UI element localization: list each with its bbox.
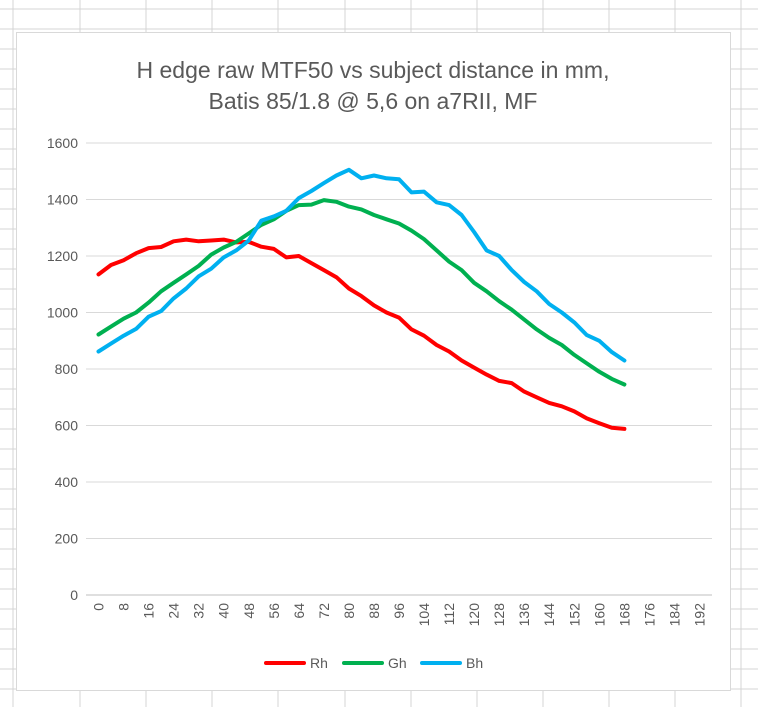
- x-tick-label: 168: [616, 603, 632, 627]
- x-tick-label: 64: [291, 603, 307, 619]
- x-tick-label: 192: [691, 603, 707, 627]
- y-tick-label: 400: [55, 474, 79, 490]
- chart-container[interactable]: H edge raw MTF50 vs subject distance in …: [16, 32, 731, 691]
- y-tick-label: 1600: [47, 135, 78, 151]
- x-tick-label: 104: [416, 603, 432, 627]
- legend-label-gh: Gh: [388, 655, 407, 671]
- x-tick-label: 128: [491, 603, 507, 627]
- y-tick-label: 600: [55, 418, 79, 434]
- x-tick-label: 136: [516, 603, 532, 627]
- x-tick-label: 56: [266, 603, 282, 619]
- y-tick-label: 0: [70, 587, 78, 603]
- y-tick-label: 200: [55, 531, 79, 547]
- x-tick-label: 24: [166, 603, 182, 619]
- x-tick-label: 120: [466, 603, 482, 627]
- y-tick-label: 1400: [47, 192, 78, 208]
- chart-svg: H edge raw MTF50 vs subject distance in …: [47, 57, 712, 671]
- x-tick-label: 152: [566, 603, 582, 627]
- gridlines: [86, 142, 712, 596]
- x-tick-label: 184: [666, 603, 682, 627]
- x-tick-label: 0: [91, 603, 107, 611]
- x-axis-tick-labels: 0 8 16 24 32 40 48 56 64 72 80 88 96 104 112 120 128 136 1…: [91, 603, 708, 627]
- legend-label-bh: Bh: [466, 655, 483, 671]
- y-axis-tick-labels: 0 200 400 600 800 1000 1200 1400 1600: [47, 135, 78, 603]
- series-line-bh: [96, 167, 627, 363]
- x-tick-label: 72: [316, 603, 332, 619]
- x-tick-label: 112: [441, 603, 457, 626]
- x-tick-label: 96: [391, 603, 407, 619]
- y-tick-label: 1000: [47, 305, 78, 321]
- y-tick-label: 1200: [47, 248, 78, 264]
- x-tick-label: 48: [241, 603, 257, 619]
- x-tick-label: 40: [216, 603, 232, 619]
- x-tick-label: 8: [116, 603, 132, 611]
- plot-area: [96, 167, 627, 431]
- series-line-rh: [96, 237, 627, 431]
- x-tick-label: 32: [191, 603, 207, 619]
- y-tick-label: 800: [55, 361, 79, 377]
- chart-subtitle: Batis 85/1.8 @ 5,6 on a7RII, MF: [209, 88, 538, 114]
- x-tick-label: 176: [641, 603, 657, 627]
- legend-label-rh: Rh: [310, 655, 328, 671]
- x-tick-label: 16: [141, 603, 157, 619]
- x-tick-label: 80: [341, 603, 357, 619]
- legend: Rh Gh Bh: [264, 655, 483, 671]
- x-tick-label: 144: [541, 603, 557, 627]
- x-tick-label: 160: [591, 603, 607, 627]
- series-line-gh: [96, 198, 627, 387]
- x-tick-label: 88: [366, 603, 382, 619]
- chart-title: H edge raw MTF50 vs subject distance in …: [137, 57, 610, 83]
